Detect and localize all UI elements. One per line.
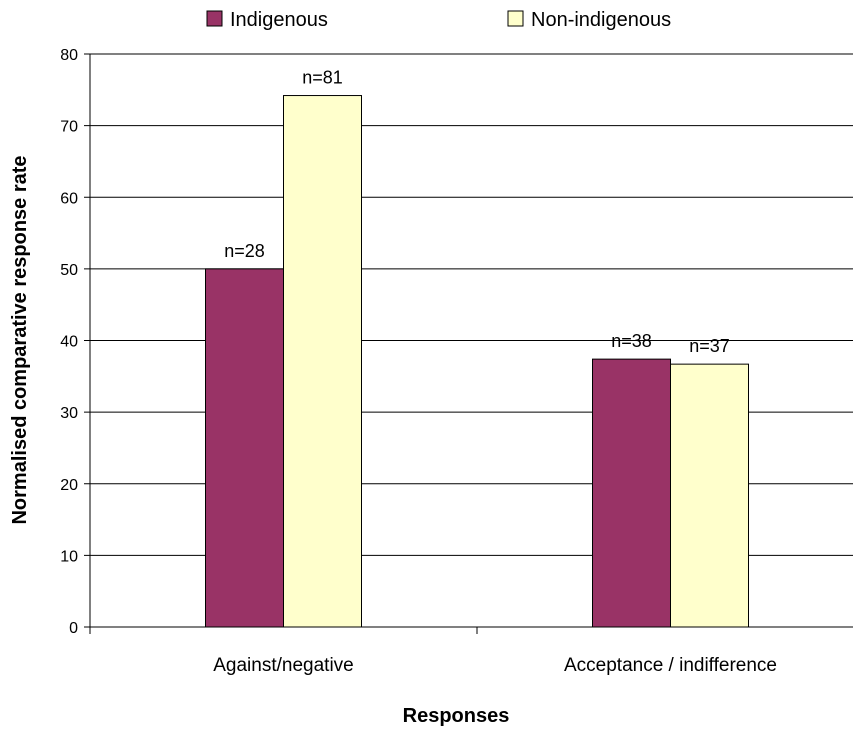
- y-tick-label: 80: [60, 47, 78, 64]
- y-tick-label: 20: [60, 477, 78, 494]
- legend-label-indigenous: Indigenous: [230, 9, 328, 31]
- y-tick-label: 0: [69, 620, 78, 637]
- y-tick-label: 30: [60, 405, 78, 422]
- y-axis-ticks: 0 10 20 30 40 50 60 70 80: [60, 47, 90, 637]
- x-category-label: Against/negative: [213, 655, 354, 676]
- bars: n=28 n=81 n=38 n=37: [205, 68, 749, 628]
- legend: Indigenous Non-indigenous: [206, 9, 671, 31]
- legend-swatch-indigenous: [206, 10, 223, 27]
- bar: [592, 358, 671, 628]
- data-label: n=37: [689, 336, 730, 356]
- y-tick-label: 60: [60, 190, 78, 207]
- y-axis-title: Normalised comparative response rate: [9, 155, 31, 524]
- legend-label-non-indigenous: Non-indigenous: [531, 9, 671, 31]
- data-label: n=28: [224, 241, 265, 261]
- x-axis: Against/negative Acceptance / indifferenc…: [89, 54, 853, 676]
- y-tick-label: 50: [60, 262, 78, 279]
- bar: [205, 268, 284, 628]
- y-tick-label: 70: [60, 119, 78, 136]
- legend-swatch-non-indigenous: [507, 10, 524, 27]
- bar: [670, 363, 749, 628]
- y-tick-label: 40: [60, 334, 78, 351]
- x-axis-title: Responses: [403, 705, 510, 727]
- x-category-label: Acceptance / indifference: [564, 655, 777, 676]
- bar: [283, 95, 362, 628]
- data-label: n=81: [302, 68, 343, 88]
- data-label: n=38: [611, 331, 652, 351]
- y-tick-label: 10: [60, 548, 78, 565]
